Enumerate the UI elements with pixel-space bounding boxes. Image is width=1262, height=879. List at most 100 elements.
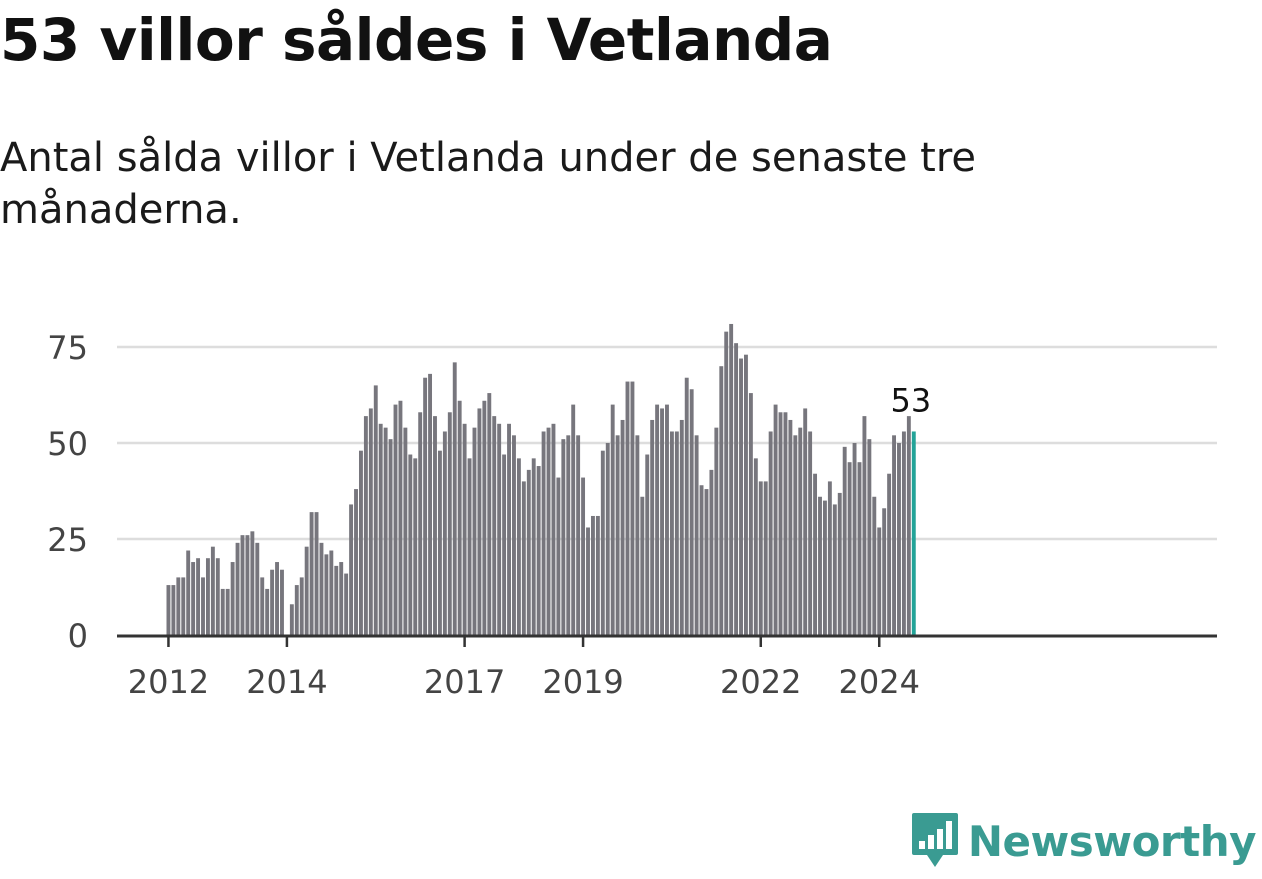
bar <box>906 416 911 635</box>
bar <box>887 473 892 635</box>
bar <box>748 393 753 635</box>
bar <box>827 481 832 635</box>
bar <box>808 431 813 635</box>
bar <box>600 450 605 635</box>
y-tick-label: 75 <box>47 329 88 367</box>
x-tick-label: 2017 <box>424 663 505 701</box>
bar <box>847 462 852 635</box>
bar <box>255 542 260 635</box>
bar <box>788 419 793 635</box>
bar <box>660 408 664 635</box>
bar <box>803 408 808 635</box>
bar <box>373 385 378 635</box>
bar <box>354 489 358 635</box>
bar <box>655 404 660 635</box>
x-tick-label: 2024 <box>839 663 920 701</box>
bar <box>245 535 250 635</box>
bar <box>541 431 546 635</box>
bar <box>349 504 354 635</box>
bar <box>201 577 205 635</box>
bar <box>862 416 867 635</box>
bar <box>413 458 418 635</box>
bar <box>857 462 862 635</box>
bar <box>882 508 887 635</box>
bar <box>852 443 857 635</box>
bar <box>581 477 586 635</box>
bar <box>507 423 511 635</box>
bar <box>403 427 408 635</box>
bar <box>344 573 349 635</box>
bar <box>561 439 566 635</box>
bar <box>171 585 176 635</box>
bar <box>842 446 847 635</box>
bar <box>220 588 225 635</box>
bar <box>822 500 827 635</box>
bar <box>334 565 339 635</box>
bar <box>521 481 526 635</box>
bar <box>674 431 679 635</box>
brand-name: Newsworthy <box>967 816 1257 866</box>
bar <box>605 443 610 635</box>
bar <box>590 515 595 635</box>
bar <box>359 450 363 635</box>
y-tick-label: 50 <box>47 425 88 463</box>
bar <box>551 423 556 635</box>
bar <box>729 323 734 635</box>
bar <box>610 404 615 635</box>
chart-subtitle: Antal sålda villor i Vetlanda under de s… <box>0 135 977 233</box>
bar <box>872 496 877 635</box>
bar <box>472 427 477 635</box>
bar <box>270 569 275 635</box>
bar <box>196 558 201 635</box>
bar-highlight <box>911 431 916 635</box>
bar <box>783 412 788 635</box>
bar <box>314 512 319 635</box>
bar <box>645 454 650 635</box>
bar <box>818 496 822 635</box>
bar <box>368 408 373 635</box>
bar <box>398 400 403 635</box>
highlight-value-label: 53 <box>890 381 931 419</box>
bar <box>773 404 778 635</box>
bar <box>339 562 344 635</box>
y-axis-ticks: 0 25 50 75 <box>47 329 88 655</box>
y-tick-label: 25 <box>47 521 88 559</box>
bar <box>793 435 798 635</box>
bar <box>383 427 388 635</box>
chart-title: 53 villor såldes i Vetlanda <box>0 6 833 74</box>
bar <box>186 550 191 635</box>
bar <box>739 358 743 635</box>
bar <box>502 454 507 635</box>
bar <box>487 393 492 635</box>
bar <box>442 431 447 635</box>
bar <box>477 408 482 635</box>
bar <box>250 531 255 635</box>
bar <box>512 435 516 635</box>
bar <box>704 489 709 635</box>
y-tick-label: 0 <box>68 617 88 655</box>
bar <box>837 492 842 635</box>
bar <box>378 423 383 635</box>
x-tick-label: 2012 <box>128 663 209 701</box>
bar <box>867 439 872 635</box>
bar <box>260 577 265 635</box>
bar <box>813 473 818 635</box>
bar <box>516 458 521 635</box>
bar <box>669 431 674 635</box>
bar <box>265 588 270 635</box>
bar <box>778 412 783 635</box>
bar <box>753 458 758 635</box>
bar <box>329 550 334 635</box>
bar <box>689 389 694 635</box>
bar <box>280 569 284 635</box>
bar <box>452 362 457 635</box>
bar <box>650 419 655 635</box>
bar <box>497 423 502 635</box>
bar <box>556 477 561 635</box>
bar <box>665 404 669 635</box>
bar <box>586 527 590 635</box>
bar <box>714 427 719 635</box>
bar <box>447 412 452 635</box>
bar <box>215 558 220 635</box>
bar <box>536 466 541 635</box>
